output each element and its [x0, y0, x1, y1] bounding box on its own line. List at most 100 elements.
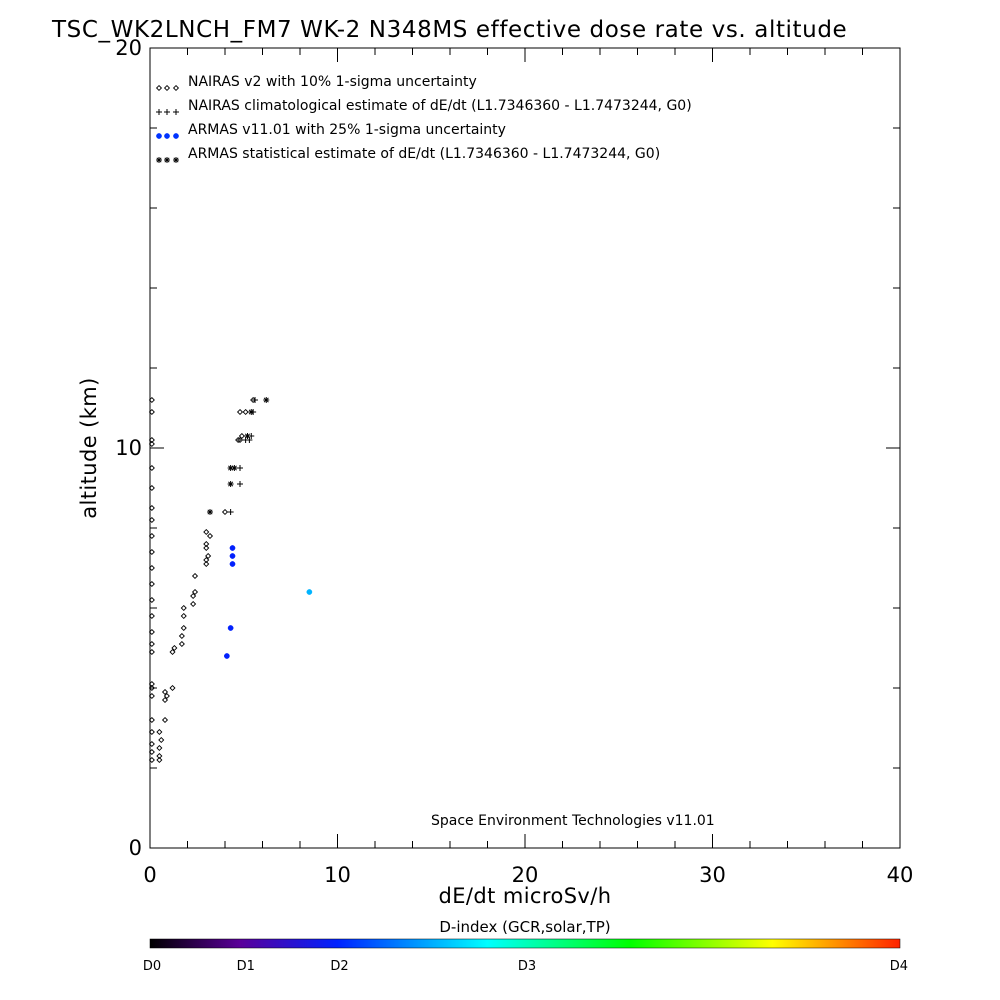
series-0-point	[178, 632, 185, 640]
series-3-point	[263, 397, 270, 403]
series-3-point-d2	[263, 397, 269, 403]
x-tick-label: 0	[143, 863, 156, 887]
series-0-point	[156, 756, 163, 764]
series-0-point	[148, 640, 155, 648]
series-2-point	[306, 589, 313, 595]
series-0-point	[190, 592, 197, 600]
series-0-point	[191, 572, 199, 580]
plot-frame	[149, 47, 901, 849]
series-0-point	[148, 680, 155, 688]
series-0-point	[191, 588, 199, 596]
series-0-point	[148, 648, 155, 656]
series-0-point	[148, 628, 155, 636]
legend-marker-d2	[173, 157, 179, 163]
legend-marker	[156, 157, 162, 163]
colorbar-label: D0	[143, 959, 161, 974]
series-1-point	[237, 481, 243, 487]
series-0-point	[148, 516, 155, 524]
x-axis-label: dE/dt microSv/h	[439, 884, 612, 908]
legend-marker	[164, 133, 170, 139]
series-1-point	[252, 397, 258, 403]
legend-marker	[163, 84, 171, 92]
series-0-point	[242, 408, 249, 416]
series-0-point	[156, 744, 163, 752]
legend: NAIRAS v2 with 10% 1-sigma uncertainty NA…	[155, 74, 692, 163]
series-3-point-d2	[231, 465, 237, 471]
legend-marker	[173, 157, 179, 163]
axis-ticks	[149, 47, 901, 849]
series-0-point	[221, 508, 229, 516]
series-0-point	[148, 684, 155, 692]
series-0-point	[203, 528, 210, 536]
series-0-point	[148, 728, 155, 736]
series-1-point	[227, 509, 234, 515]
series-0-point	[148, 580, 155, 588]
series-0-point	[236, 408, 244, 416]
colorbar-title: D-index (GCR,solar,TP)	[439, 918, 610, 936]
legend-entry-3: ARMAS statistical estimate of dE/dt (L1.…	[188, 146, 660, 162]
series-0-point	[148, 408, 155, 416]
series-0-point	[206, 532, 214, 540]
series-3-point	[227, 481, 234, 487]
series-0-point	[161, 716, 169, 724]
colorbar	[149, 938, 901, 949]
series-3-point-d2	[228, 465, 234, 471]
series-0-point	[148, 612, 155, 620]
series-0-point	[148, 440, 155, 448]
legend-marker	[164, 109, 170, 115]
series-0-point	[238, 432, 245, 440]
credit-label: Space Environment Technologies v11.01	[431, 813, 715, 829]
data-points	[148, 396, 313, 764]
series-0-point	[180, 604, 187, 612]
series-0-point	[148, 464, 155, 472]
x-tick-label: 40	[887, 863, 914, 887]
series-0-point	[156, 728, 163, 736]
y-tick-label: 10	[115, 436, 142, 460]
series-0-point	[180, 624, 187, 632]
series-3-point	[207, 509, 213, 515]
series-0-point	[158, 736, 165, 744]
legend-marker	[155, 84, 163, 92]
series-2-point	[229, 545, 236, 551]
series-0-point	[161, 688, 169, 696]
series-0-point	[161, 696, 169, 704]
legend-entry-1: NAIRAS climatological estimate of dE/dt …	[188, 98, 692, 114]
legend-marker-d2	[156, 157, 162, 163]
axis-tick-labels: 0 10 20 30 40 0 10 20	[115, 36, 913, 887]
colorbar-label: D2	[330, 959, 348, 974]
series-0-point	[178, 640, 185, 648]
series-0-point	[163, 692, 170, 700]
legend-entry-0: NAIRAS v2 with 10% 1-sigma uncertainty	[188, 74, 477, 90]
legend-marker	[156, 133, 162, 139]
legend-entry-2: ARMAS v11.01 with 25% 1-sigma uncertaint…	[188, 122, 506, 138]
series-0-point	[148, 740, 155, 748]
series-2-point	[229, 561, 236, 567]
colorbar-label: D4	[890, 959, 908, 974]
series-0-point	[203, 544, 210, 552]
series-0-point	[148, 748, 155, 756]
series-0-point	[236, 436, 244, 444]
colorbar-labels: D0 D1 D2 D3 D4	[143, 959, 908, 974]
y-tick-label: 20	[115, 36, 142, 60]
series-0-point	[180, 612, 187, 620]
series-0-point	[148, 716, 155, 724]
legend-marker	[164, 157, 170, 163]
series-0-point	[203, 560, 210, 568]
series-0-point	[169, 648, 176, 656]
series-3-point-d2	[244, 433, 251, 439]
y-axis-label: altitude (km)	[77, 377, 101, 518]
series-3-point	[248, 409, 255, 415]
series-3-point	[244, 433, 251, 439]
series-3-point-d2	[228, 481, 234, 487]
series-1-point	[237, 465, 243, 471]
y-tick-label: 0	[129, 836, 142, 860]
series-0-point	[148, 532, 155, 540]
legend-marker	[173, 109, 179, 115]
series-0-point	[148, 396, 155, 404]
series-2-point	[229, 553, 236, 559]
x-tick-label: 20	[512, 863, 539, 887]
series-0-point	[190, 600, 197, 608]
series-2-point	[227, 625, 234, 631]
series-0-point	[203, 540, 210, 548]
